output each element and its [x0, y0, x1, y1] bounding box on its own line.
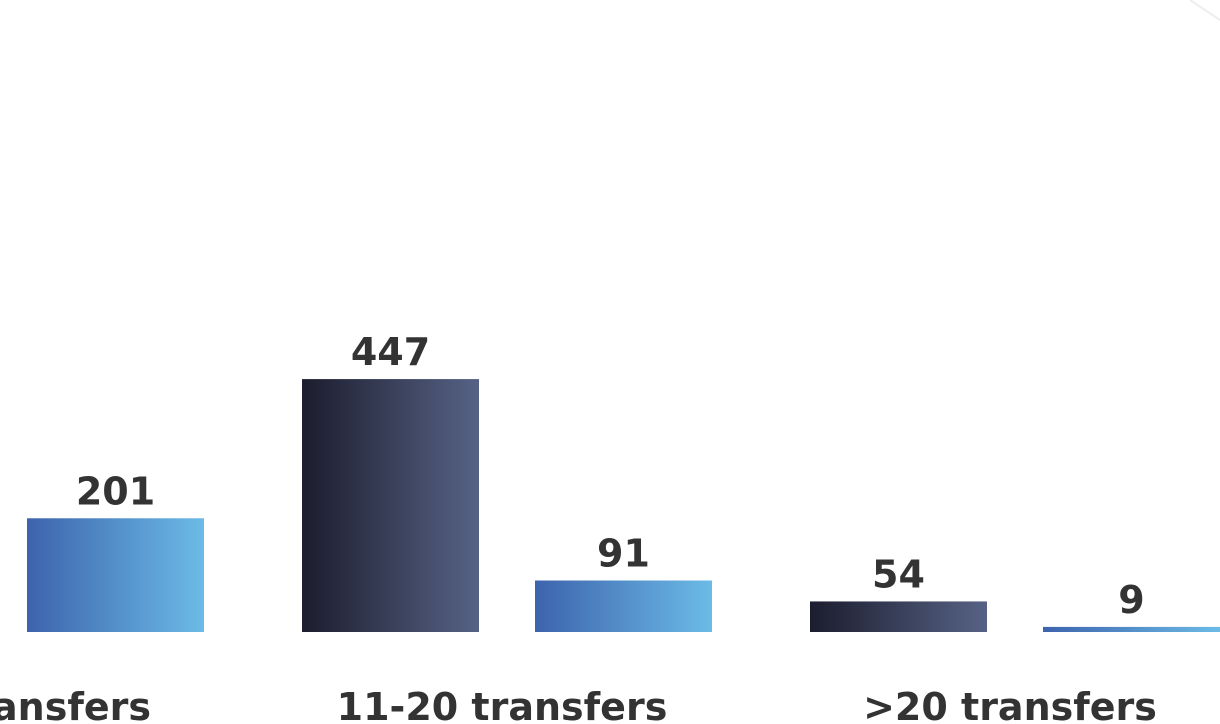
bar	[810, 601, 987, 632]
value-label: 447	[351, 330, 430, 374]
bar	[302, 379, 479, 632]
bar	[535, 580, 712, 632]
background-curve	[1189, 0, 1220, 21]
x-tick-label: ansfers	[0, 685, 151, 724]
value-label: 54	[872, 552, 925, 596]
x-tick-label: >20 transfers	[863, 685, 1157, 724]
x-tick-label: 11-20 transfers	[337, 685, 668, 724]
bar	[27, 518, 204, 632]
value-label: 91	[597, 532, 650, 576]
value-label: 201	[76, 469, 155, 513]
value-label: 9	[1118, 578, 1144, 622]
bar	[1043, 626, 1220, 632]
